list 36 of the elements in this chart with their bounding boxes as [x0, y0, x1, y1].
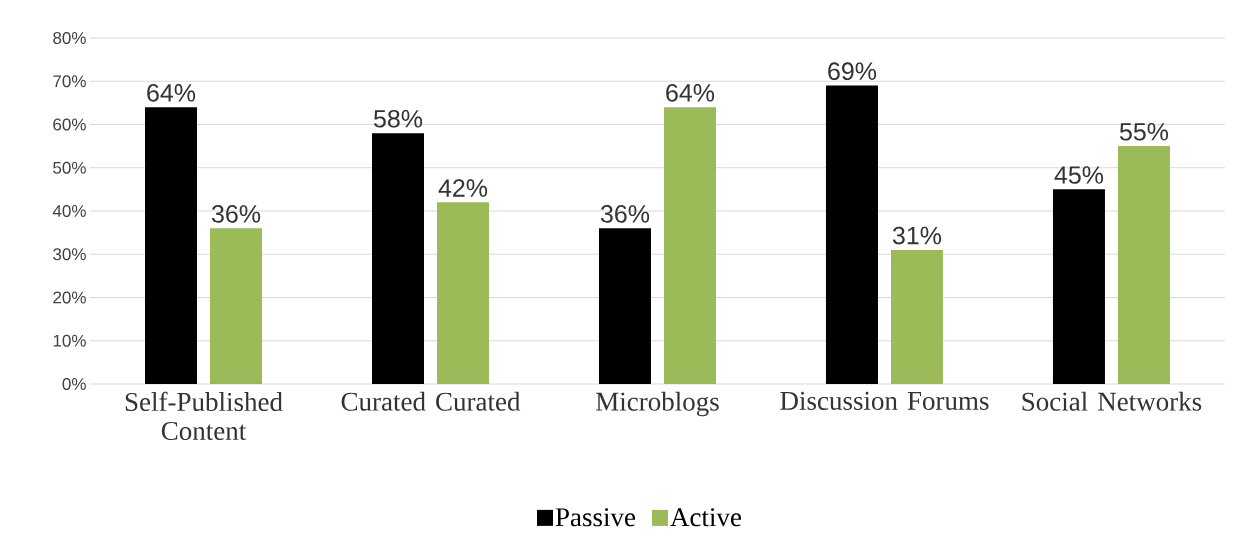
y-tick-label: 0%	[62, 377, 86, 391]
y-tick-label: 20%	[53, 291, 86, 304]
bar	[663, 107, 716, 384]
bar	[1052, 189, 1105, 384]
y-tick-label: 60%	[53, 118, 86, 131]
x-tick-label: Discussion Forums	[780, 391, 989, 410]
bar	[825, 85, 878, 384]
bar	[598, 228, 651, 384]
x-tick-label: Curated Curated	[341, 391, 521, 411]
data-label: 64%	[666, 83, 715, 102]
y-tick-label: 70%	[53, 75, 86, 88]
data-label: 42%	[438, 179, 488, 197]
data-label: 31%	[892, 226, 942, 245]
y-tick-label: 40%	[52, 204, 86, 218]
bar	[371, 133, 424, 384]
legend-label: Active	[670, 508, 742, 527]
bar	[436, 202, 489, 384]
data-label: 36%	[600, 205, 650, 223]
x-tick-label: Microblogs	[596, 391, 719, 417]
y-tick-label: 10%	[53, 334, 86, 347]
data-label: 58%	[373, 109, 423, 128]
bar	[890, 249, 943, 384]
data-label: 36%	[211, 205, 261, 223]
data-label: 55%	[1119, 123, 1169, 141]
legend-label: Passive	[555, 508, 636, 527]
bar	[1117, 146, 1170, 384]
x-tick-label: Social Networks	[1022, 391, 1202, 411]
y-tick-label: 30%	[53, 248, 86, 261]
x-tick-label: Self-Published Content	[125, 391, 283, 441]
data-label: 45%	[1054, 166, 1104, 184]
bar	[210, 228, 263, 384]
y-tick-label: 50%	[53, 161, 86, 174]
y-tick-label: 80%	[53, 31, 86, 45]
data-label: 69%	[828, 62, 877, 81]
data-label: 64%	[147, 83, 196, 102]
bar	[145, 107, 198, 384]
